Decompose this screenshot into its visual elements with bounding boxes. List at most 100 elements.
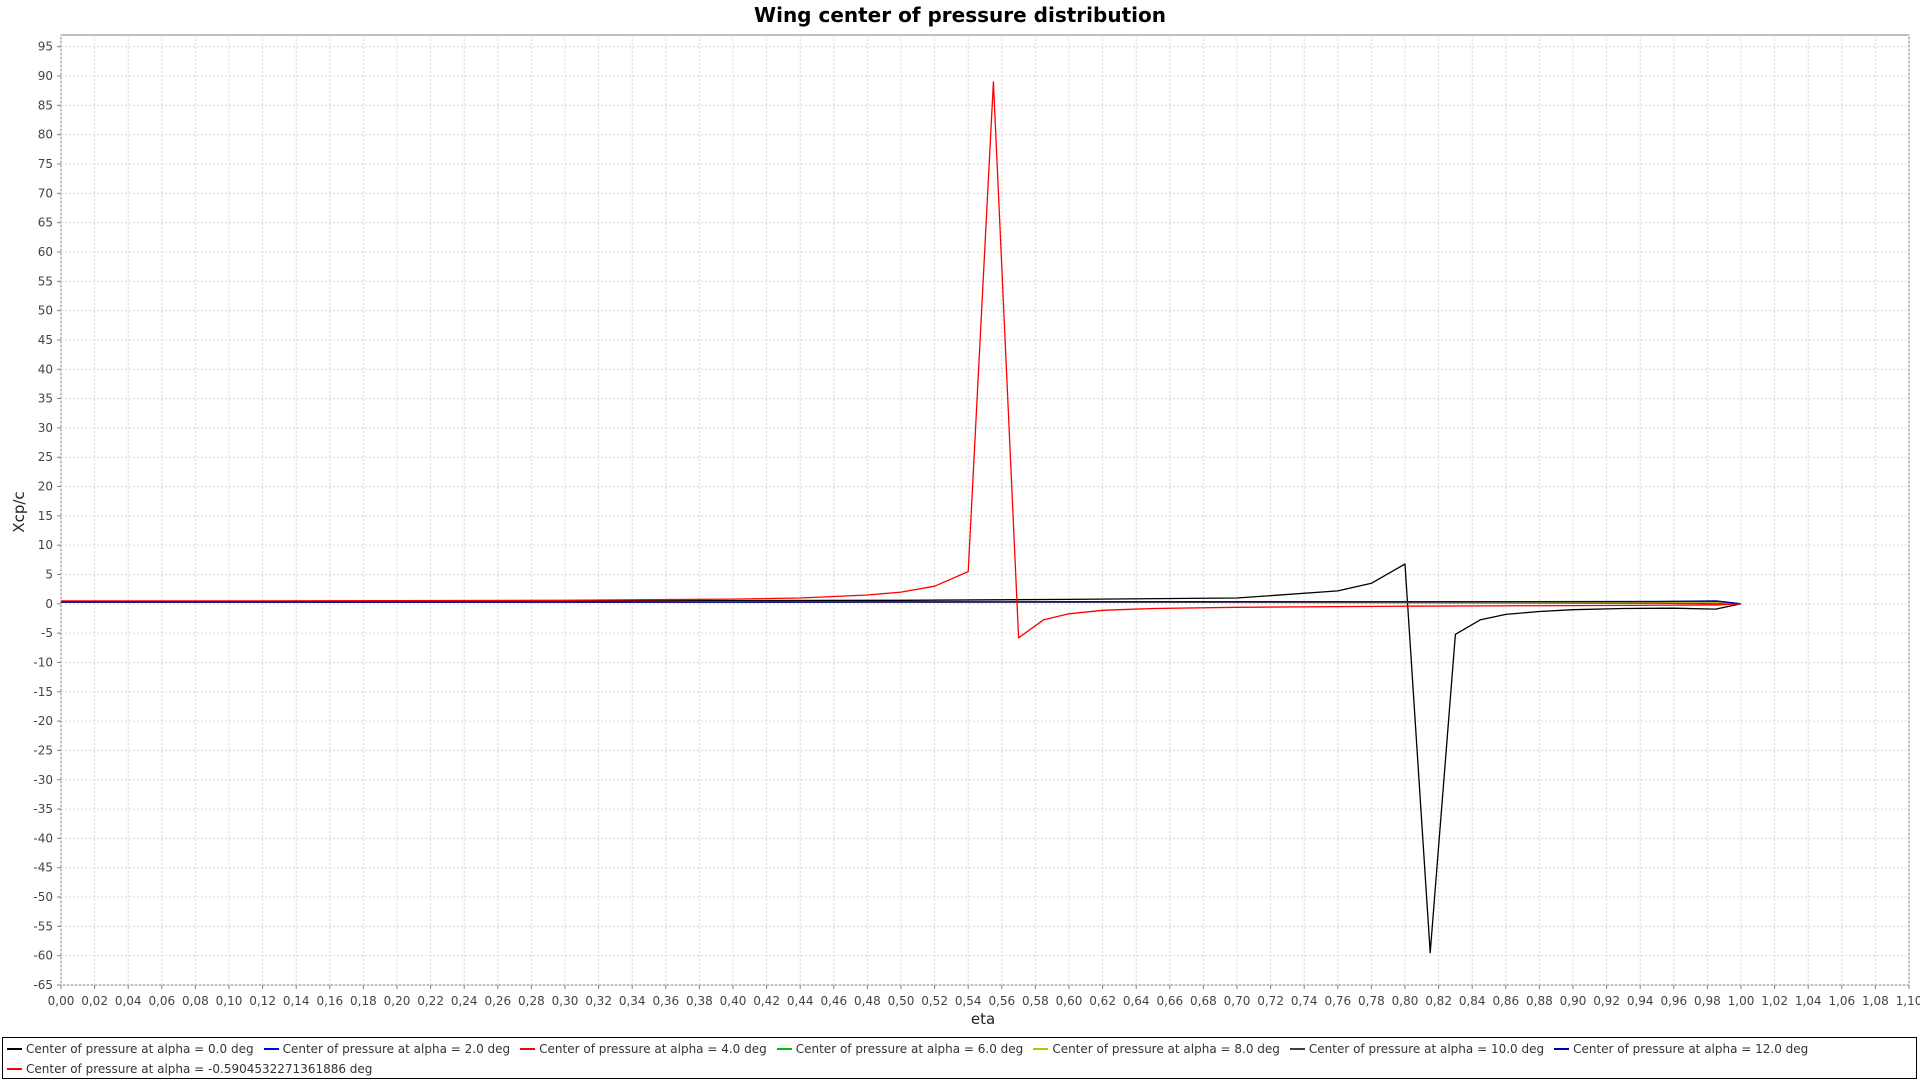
series-lines [61,81,1742,954]
x-tick-label: 0,78 [1358,994,1385,1008]
legend-item: Center of pressure at alpha = 6.0 deg [776,1042,1024,1056]
y-tick-label: -50 [33,890,53,904]
legend-swatch [1289,1048,1305,1050]
x-tick-label: 0,64 [1123,994,1150,1008]
y-tick-label: 55 [38,274,53,288]
x-tick-label: 0,56 [988,994,1015,1008]
y-tick-label: 10 [38,538,53,552]
y-tick-label: 30 [38,421,53,435]
legend-item: Center of pressure at alpha = 10.0 deg [1289,1042,1545,1056]
legend-item: Center of pressure at alpha = 8.0 deg [1033,1042,1280,1056]
y-tick-label: 15 [38,509,53,523]
chart-title: Wing center of pressure distribution [754,3,1166,27]
x-tick-label: 0,22 [417,994,444,1008]
x-tick-label: 1,02 [1761,994,1788,1008]
legend-item: Center of pressure at alpha = 2.0 deg [263,1042,511,1056]
legend-label: Center of pressure at alpha = 4.0 deg [539,1042,767,1056]
x-tick-label: 0,70 [1224,994,1251,1008]
x-tick-label: 0,20 [384,994,411,1008]
x-tick-label: 0,82 [1425,994,1452,1008]
x-tick-label: 1,00 [1728,994,1755,1008]
series-line-7 [61,600,1742,605]
legend: Center of pressure at alpha = 0.0 deg Cen… [2,1037,1917,1079]
x-tick-label: 0,50 [888,994,915,1008]
y-tick-label: 60 [38,245,53,259]
legend-swatch [7,1068,22,1070]
x-tick-label: 0,02 [81,994,108,1008]
legend-swatch [776,1048,792,1050]
x-tick-label: 1,10 [1896,994,1920,1008]
x-tick-label: 0,36 [652,994,679,1008]
plot-background [60,34,1910,986]
y-tick-label: 40 [38,362,53,376]
y-tick-label: -40 [33,831,53,845]
legend-label: Center of pressure at alpha = 10.0 deg [1308,1042,1545,1056]
x-tick-label: 0,16 [316,994,343,1008]
x-tick-label: 0,54 [955,994,982,1008]
x-tick-label: 0,46 [820,994,847,1008]
y-tick-label: -20 [33,714,53,728]
legend-label: Center of pressure at alpha = 2.0 deg [282,1042,511,1056]
x-tick-label: 0,68 [1190,994,1217,1008]
x-tick-label: 0,40 [720,994,747,1008]
legend-label: Center of pressure at alpha = 8.0 deg [1052,1042,1280,1056]
y-tick-label: -25 [33,743,53,757]
y-tick-label: -10 [33,655,53,669]
x-tick-label: 0,48 [854,994,881,1008]
x-tick-label: 0,84 [1459,994,1486,1008]
x-tick-label: 0,52 [921,994,948,1008]
legend-item: Center of pressure at alpha = 0.0 deg [7,1042,254,1056]
x-tick-label: 0,88 [1526,994,1553,1008]
x-tick-label: 0,60 [1056,994,1083,1008]
y-tick-label: 80 [38,128,53,142]
x-tick-label: 1,06 [1828,994,1855,1008]
x-tick-label: 0,92 [1593,994,1620,1008]
x-tick-label: 0,14 [283,994,310,1008]
legend-row: Center of pressure at alpha = 0.0 deg Cen… [3,1039,1814,1059]
legend-label: Center of pressure at alpha = 6.0 deg [795,1042,1024,1056]
y-tick-label: 50 [38,304,53,318]
series-line-1 [61,563,1742,954]
x-tick-label: 0,04 [115,994,142,1008]
x-tick-label: 1,08 [1862,994,1889,1008]
legend-item: Center of pressure at alpha = -0.5904532… [7,1062,372,1076]
y-tick-label: 65 [38,216,53,230]
x-tick-label: 0,66 [1156,994,1183,1008]
legend-item: Center of pressure at alpha = 4.0 deg [520,1042,767,1056]
x-tick-label: 0,96 [1660,994,1687,1008]
y-tick-label: 45 [38,333,53,347]
y-tick-label: 0 [45,597,53,611]
y-tick-label: -30 [33,773,53,787]
legend-label: Center of pressure at alpha = 0.0 deg [26,1042,254,1056]
x-tick-label: 0,06 [148,994,175,1008]
x-tick-label: 0,00 [48,994,75,1008]
x-tick-label: 0,32 [585,994,612,1008]
y-tick-label: -60 [33,949,53,963]
series-line-8 [61,81,1742,639]
x-tick-label: 0,90 [1560,994,1587,1008]
x-tick-label: 0,10 [216,994,243,1008]
x-tick-label: 0,98 [1694,994,1721,1008]
legend-swatch [1554,1048,1570,1050]
y-tick-label: -35 [33,802,53,816]
axis-ticks: 0,00 0,02 0,04 0,06 0,08 0,10 0,12 0,14 0,16 0,18… [33,40,1920,1008]
x-tick-label: 0,58 [1022,994,1049,1008]
x-tick-label: 0,72 [1257,994,1284,1008]
x-tick-label: 0,44 [787,994,814,1008]
x-tick-label: 0,94 [1627,994,1654,1008]
y-tick-label: 95 [38,40,53,54]
legend-swatch [1033,1048,1049,1050]
legend-label: Center of pressure at alpha = 12.0 deg [1573,1042,1809,1056]
x-tick-label: 0,74 [1291,994,1318,1008]
y-tick-label: 70 [38,186,53,200]
x-tick-label: 0,76 [1324,994,1351,1008]
y-tick-label: 75 [38,157,53,171]
x-tick-label: 0,08 [182,994,209,1008]
legend-row: Center of pressure at alpha = -0.5904532… [3,1059,378,1079]
x-tick-label: 0,34 [619,994,646,1008]
legend-swatch [263,1048,279,1050]
legend-item: Center of pressure at alpha = 12.0 deg [1554,1042,1808,1056]
legend-label: Center of pressure at alpha = -0.5904532… [26,1062,373,1076]
y-tick-label: 85 [38,98,53,112]
